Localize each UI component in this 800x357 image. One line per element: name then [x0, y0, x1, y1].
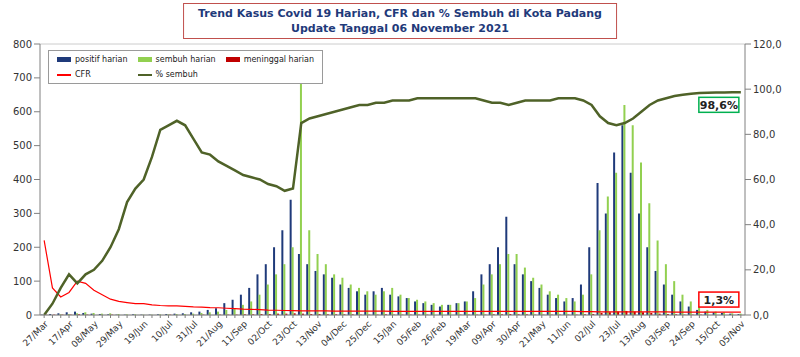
- svg-text:120,0: 120,0: [753, 39, 782, 50]
- svg-text:21/May: 21/May: [517, 318, 548, 349]
- svg-text:10/Jul: 10/Jul: [149, 319, 174, 344]
- html-text:positif harian: positif harian: [75, 55, 128, 64]
- svg-text:05/Feb: 05/Feb: [395, 319, 424, 348]
- svg-text:23/Jul: 23/Jul: [597, 318, 623, 344]
- svg-text:29/May: 29/May: [94, 318, 125, 349]
- svg-text:40,0: 40,0: [753, 219, 775, 230]
- svg-text:100,0: 100,0: [753, 84, 782, 95]
- svg-text:24/Sep: 24/Sep: [668, 319, 698, 349]
- svg-text:300: 300: [13, 208, 32, 219]
- html-text:% sembuh: % sembuh: [155, 70, 198, 79]
- svg-text:02/Jul: 02/Jul: [572, 319, 597, 344]
- svg-text:05/Nov: 05/Nov: [717, 318, 747, 348]
- svg-text:700: 700: [13, 72, 32, 83]
- svg-text:11/Jun: 11/Jun: [545, 319, 572, 346]
- svg-text:19/Jun: 19/Jun: [122, 319, 149, 346]
- svg-text:02/Oct: 02/Oct: [246, 319, 275, 348]
- svg-text:80,0: 80,0: [753, 129, 775, 140]
- svg-text:100: 100: [13, 276, 32, 287]
- svg-text:25/Dec: 25/Dec: [344, 319, 374, 349]
- html-text:Trend Kasus Covid 19 Harian, C: Trend Kasus Covid 19 Harian, CFR dan % S…: [198, 7, 602, 20]
- html-text:CFR: CFR: [75, 70, 91, 79]
- svg-text:31/Jul: 31/Jul: [174, 318, 200, 344]
- html-text:Update Tanggal 06 November 202: Update Tanggal 06 November 2021: [291, 22, 509, 35]
- svg-text:15/Jan: 15/Jan: [371, 319, 398, 346]
- svg-text:26/Feb: 26/Feb: [420, 319, 449, 348]
- svg-text:500: 500: [13, 140, 32, 151]
- svg-text:15/Oct: 15/Oct: [693, 318, 722, 348]
- svg-text:27/Mar: 27/Mar: [21, 319, 51, 349]
- svg-text:09/Apr: 09/Apr: [470, 319, 499, 348]
- svg-text:13/Nov: 13/Nov: [294, 318, 324, 348]
- svg-text:21/Aug: 21/Aug: [195, 319, 225, 349]
- svg-text:600: 600: [13, 106, 32, 117]
- svg-text:11/Sep: 11/Sep: [220, 319, 250, 349]
- html-text:meninggal harian: meninggal harian: [243, 55, 314, 64]
- svg-text:0: 0: [26, 310, 32, 321]
- svg-text:30/Apr: 30/Apr: [494, 318, 523, 348]
- svg-text:1,3%: 1,3%: [704, 294, 735, 307]
- svg-text:04/Dec: 04/Dec: [319, 319, 349, 349]
- svg-text:19/Mar: 19/Mar: [444, 319, 474, 349]
- svg-text:20,0: 20,0: [753, 264, 775, 275]
- svg-text:08/May: 08/May: [69, 318, 100, 350]
- svg-text:98,6%: 98,6%: [700, 99, 738, 112]
- svg-text:23/Oct: 23/Oct: [270, 318, 299, 348]
- html-text:sembuh harian: sembuh harian: [155, 55, 216, 64]
- svg-text:400: 400: [13, 174, 32, 185]
- svg-text:17/Apr: 17/Apr: [46, 318, 75, 348]
- svg-text:200: 200: [13, 242, 32, 253]
- svg-text:13/Aug: 13/Aug: [618, 319, 648, 349]
- svg-text:03/Sep: 03/Sep: [643, 319, 673, 349]
- svg-text:800: 800: [13, 39, 32, 50]
- svg-text:60,0: 60,0: [753, 174, 775, 185]
- svg-text:0,0: 0,0: [753, 310, 769, 321]
